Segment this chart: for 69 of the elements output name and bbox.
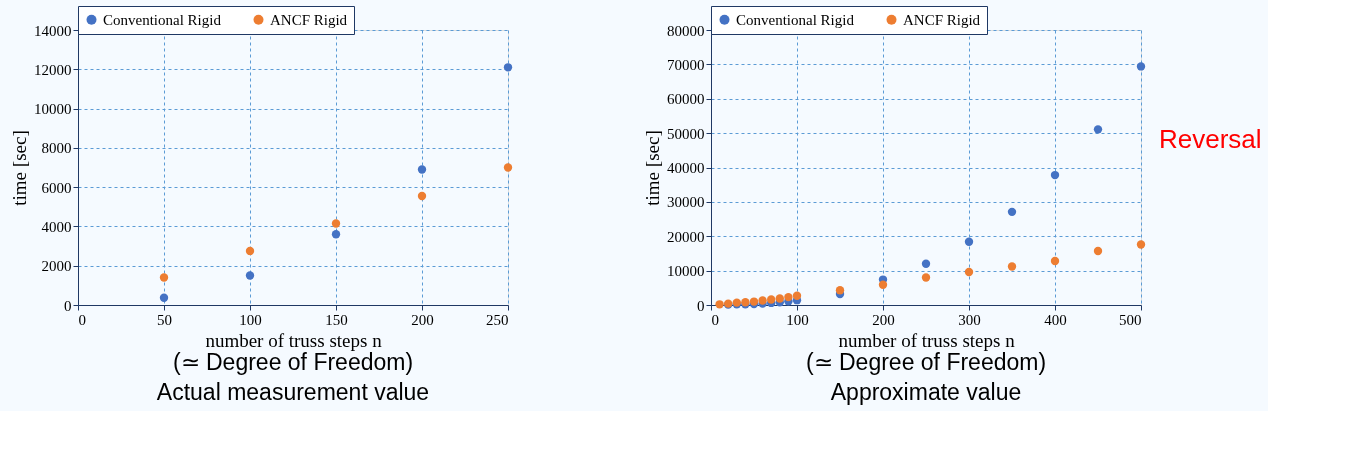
text: Reversal (1159, 124, 1262, 154)
x-tick-label: 0 (78, 311, 86, 328)
y-tick-label: 80000 (667, 22, 705, 39)
point (417, 191, 427, 201)
x-tick-label: 400 (1044, 311, 1067, 328)
y-tick-label: 50000 (667, 125, 705, 142)
legend-label: ANCF Rigid (903, 11, 981, 28)
point (964, 237, 974, 246)
point (245, 271, 255, 280)
point (1007, 207, 1017, 217)
point (1050, 170, 1060, 180)
x-axis-title: number of truss steps n (838, 329, 1016, 351)
x-tick-label: 200 (872, 311, 895, 328)
point (1050, 256, 1060, 266)
point (1136, 62, 1146, 71)
x-tick-label: 0 (711, 311, 719, 328)
point (921, 259, 931, 268)
point (245, 246, 255, 256)
point (159, 273, 169, 282)
y-axis-title: time [sec] (642, 130, 663, 206)
legend-label: Conventional Rigid (736, 11, 855, 28)
y-tick-label: 14000 (34, 22, 72, 39)
y-tick-label: 6000 (41, 179, 72, 196)
point (792, 291, 802, 300)
y-tick-label: 8000 (41, 140, 72, 157)
x-tick-label: 300 (958, 311, 981, 328)
x-tick-label: 100 (239, 311, 262, 328)
y-tick-label: 40000 (667, 160, 705, 176)
y-tick-label: 20000 (667, 228, 705, 245)
legend-label: Conventional Rigid (103, 11, 222, 28)
x-tick-label: 200 (411, 311, 434, 328)
x-tick-label: 100 (786, 311, 809, 328)
legend-label: ANCF Rigid (270, 11, 348, 28)
y-tick-label: 0 (697, 297, 705, 314)
y-tick-label: 12000 (34, 61, 72, 78)
x-tick-label: 250 (486, 311, 509, 328)
point (503, 163, 513, 172)
x-tick-label: 50 (157, 311, 172, 328)
point (784, 292, 793, 302)
point (417, 165, 427, 174)
point (767, 295, 776, 304)
x-tick-label: 500 (1119, 311, 1142, 328)
y-tick-label: 70000 (667, 56, 705, 73)
point (715, 300, 724, 309)
point (775, 294, 784, 303)
y-tick-label: 10000 (34, 101, 72, 118)
point (1093, 246, 1103, 256)
y-tick-label: 2000 (41, 258, 72, 275)
point (921, 273, 931, 282)
y-tick-label: 30000 (667, 194, 705, 211)
point (331, 230, 341, 239)
y-axis-title: time [sec] (9, 130, 30, 206)
text: Actual measurement value (156, 379, 430, 405)
point (159, 293, 169, 302)
x-axis-title: number of truss steps n (205, 329, 383, 351)
point (1007, 262, 1017, 271)
y-tick-label: 4000 (41, 218, 72, 235)
y-tick-label: 10000 (667, 263, 705, 280)
text: Approximate value (830, 379, 1022, 405)
point (503, 63, 513, 72)
point (835, 286, 845, 295)
x-tick-label: 150 (325, 311, 348, 328)
y-tick-label: 0 (64, 297, 72, 314)
point (964, 267, 974, 277)
point (878, 280, 888, 289)
point (1093, 125, 1103, 134)
point (331, 219, 341, 228)
point (1136, 240, 1146, 249)
y-tick-label: 60000 (667, 91, 705, 108)
